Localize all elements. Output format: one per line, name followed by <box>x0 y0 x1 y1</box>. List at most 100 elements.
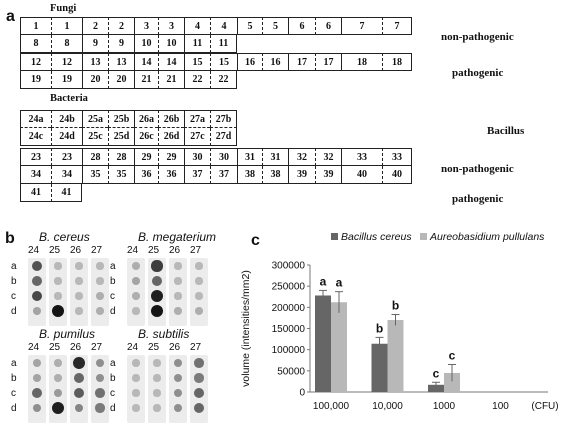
grid-cell: 41 <box>51 184 82 202</box>
blot-dot <box>96 277 104 285</box>
blot-row-label: b <box>11 373 17 384</box>
grid-cell: 10 <box>134 35 158 53</box>
blot-row-label: c <box>11 388 16 399</box>
legend-label: Bacillus cereus <box>341 231 412 243</box>
blot-dot <box>173 403 183 413</box>
blot-dot <box>54 262 62 270</box>
blot-dot <box>95 358 105 368</box>
blot-dot <box>173 388 183 398</box>
blot-dot <box>150 289 164 303</box>
fungi-nonpathogenic-label: non-pathogenic <box>441 31 514 43</box>
grid-cell: 31 <box>262 148 288 166</box>
significance-letter: a <box>320 274 327 288</box>
grid-cell: 21 <box>158 71 184 89</box>
blot-row-label: b <box>110 373 116 384</box>
grid-cell: 17 <box>288 53 315 71</box>
grid-cell: 5 <box>237 17 262 35</box>
blot-column-label: 27 <box>91 245 103 256</box>
blot-dot <box>75 307 83 315</box>
grid-cell: 16 <box>262 53 288 71</box>
grid-cell: 1 <box>20 17 51 35</box>
significance-letter: b <box>392 299 399 313</box>
grid-cell: 20 <box>108 71 134 89</box>
grid-cell: 28 <box>82 148 108 166</box>
blot-dot <box>173 358 183 368</box>
blot-dot <box>32 403 42 413</box>
grid-cell: 31 <box>237 148 262 166</box>
blot-dot <box>153 404 161 412</box>
blot-row-label: c <box>110 291 115 302</box>
blot-dot <box>54 359 62 367</box>
legend-label: Aureobasidium pullulans <box>429 231 545 243</box>
blot-species-label: B. subtilis <box>138 327 190 341</box>
bacteria-pathogenic-label: pathogenic <box>452 193 504 205</box>
grid-cell: 39 <box>288 166 315 184</box>
grid-cell: 7 <box>341 17 382 35</box>
blot-dot <box>33 359 41 367</box>
grid-cell: 2 <box>108 17 134 35</box>
blot-row-label: a <box>110 358 116 369</box>
blot-column-label: 25 <box>148 245 160 256</box>
blot-dot <box>151 260 163 272</box>
grid-cell: 9 <box>108 35 134 53</box>
bar-bacillus-cereus <box>428 384 444 392</box>
y-tick-label: 300000 <box>272 261 306 272</box>
panel-c-letter: c <box>251 232 260 249</box>
blot-dot <box>75 277 83 285</box>
blot-row-label: a <box>110 261 116 272</box>
grid-cell: 12 <box>51 53 82 71</box>
blot-row-label: a <box>11 261 17 272</box>
grid-cell: 21 <box>134 71 158 89</box>
blot-dot <box>195 262 203 270</box>
blot-dot <box>33 374 41 382</box>
blot-dot <box>174 307 182 315</box>
y-tick-label: 0 <box>299 388 305 399</box>
blot-column-label: 25 <box>49 342 61 353</box>
blot-dot <box>96 307 104 315</box>
grid-cell: 13 <box>82 53 108 71</box>
blot-dot <box>173 373 183 383</box>
grid-cell: 20 <box>82 71 108 89</box>
blot-dot <box>132 292 140 300</box>
blot-column-label: 27 <box>190 342 202 353</box>
y-tick-label: 50000 <box>277 366 305 377</box>
membrane-strip <box>190 258 208 326</box>
blot-row-label: b <box>11 276 17 287</box>
blot-dot <box>132 374 140 382</box>
blot-dot <box>194 373 204 383</box>
blot-dot <box>32 388 42 398</box>
blot-dot <box>195 307 203 315</box>
blot-row-label: d <box>11 403 17 414</box>
blot-dot <box>194 403 204 413</box>
blot-column-label: 24 <box>127 342 139 353</box>
grid-cell: 16 <box>237 53 262 71</box>
significance-letter: c <box>449 348 456 362</box>
bacteria-header: Bacteria <box>50 93 88 104</box>
grid-cell: 32 <box>288 148 315 166</box>
blot-dot <box>75 292 83 300</box>
y-tick-label: 250000 <box>272 282 306 293</box>
significance-letter: b <box>376 321 383 335</box>
grid-cell: 41 <box>20 184 51 202</box>
grid-cell: 26d <box>158 128 184 146</box>
grid-cell: 25c <box>82 128 108 146</box>
grid-cell: 14 <box>158 53 184 71</box>
blot-species-label: B. megaterium <box>138 230 217 244</box>
blot-column-label: 26 <box>70 245 82 256</box>
grid-cell: 27a <box>184 110 210 128</box>
grid-cell: 33 <box>382 148 412 166</box>
grid-cell: 37 <box>210 166 237 184</box>
grid-cell: 15 <box>210 53 237 71</box>
grid-cell: 28 <box>108 148 134 166</box>
grid-cell: 22 <box>210 71 237 89</box>
blot-column-label: 24 <box>127 245 139 256</box>
blot-row-label: c <box>110 388 115 399</box>
grid-cell: 4 <box>210 17 237 35</box>
blot-dot <box>195 277 203 285</box>
blot-row-label: d <box>110 403 116 414</box>
blot-column-label: 24 <box>28 342 40 353</box>
y-tick-label: 100000 <box>272 345 306 356</box>
blot-dot <box>132 262 140 270</box>
blot-column-label: 24 <box>28 245 40 256</box>
blot-dot <box>194 358 204 368</box>
